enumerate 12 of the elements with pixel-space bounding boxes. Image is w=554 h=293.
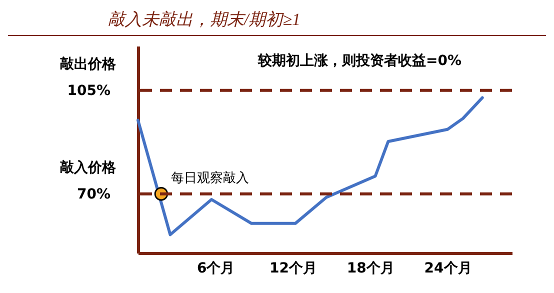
annotation: 较期初上涨，则投资者收益=0% [257, 52, 462, 69]
line-series [136, 96, 484, 236]
annotation: 每日观察敲入 [171, 170, 250, 186]
ref-line-label: 敲出价格 [60, 55, 117, 72]
x-tick-label: 18个月 [346, 260, 394, 276]
x-tick-label: 12个月 [270, 260, 317, 276]
y-tick-label: 70% [76, 186, 110, 202]
x-tick-label: 24个月 [424, 260, 472, 276]
x-tick-label: 6个月 [197, 260, 235, 276]
chart-title: 敲入未敲出，期末/期初≥1 [8, 0, 546, 36]
ref-line-label: 敲入价格 [60, 158, 117, 176]
y-tick-label: 105% [67, 82, 110, 99]
